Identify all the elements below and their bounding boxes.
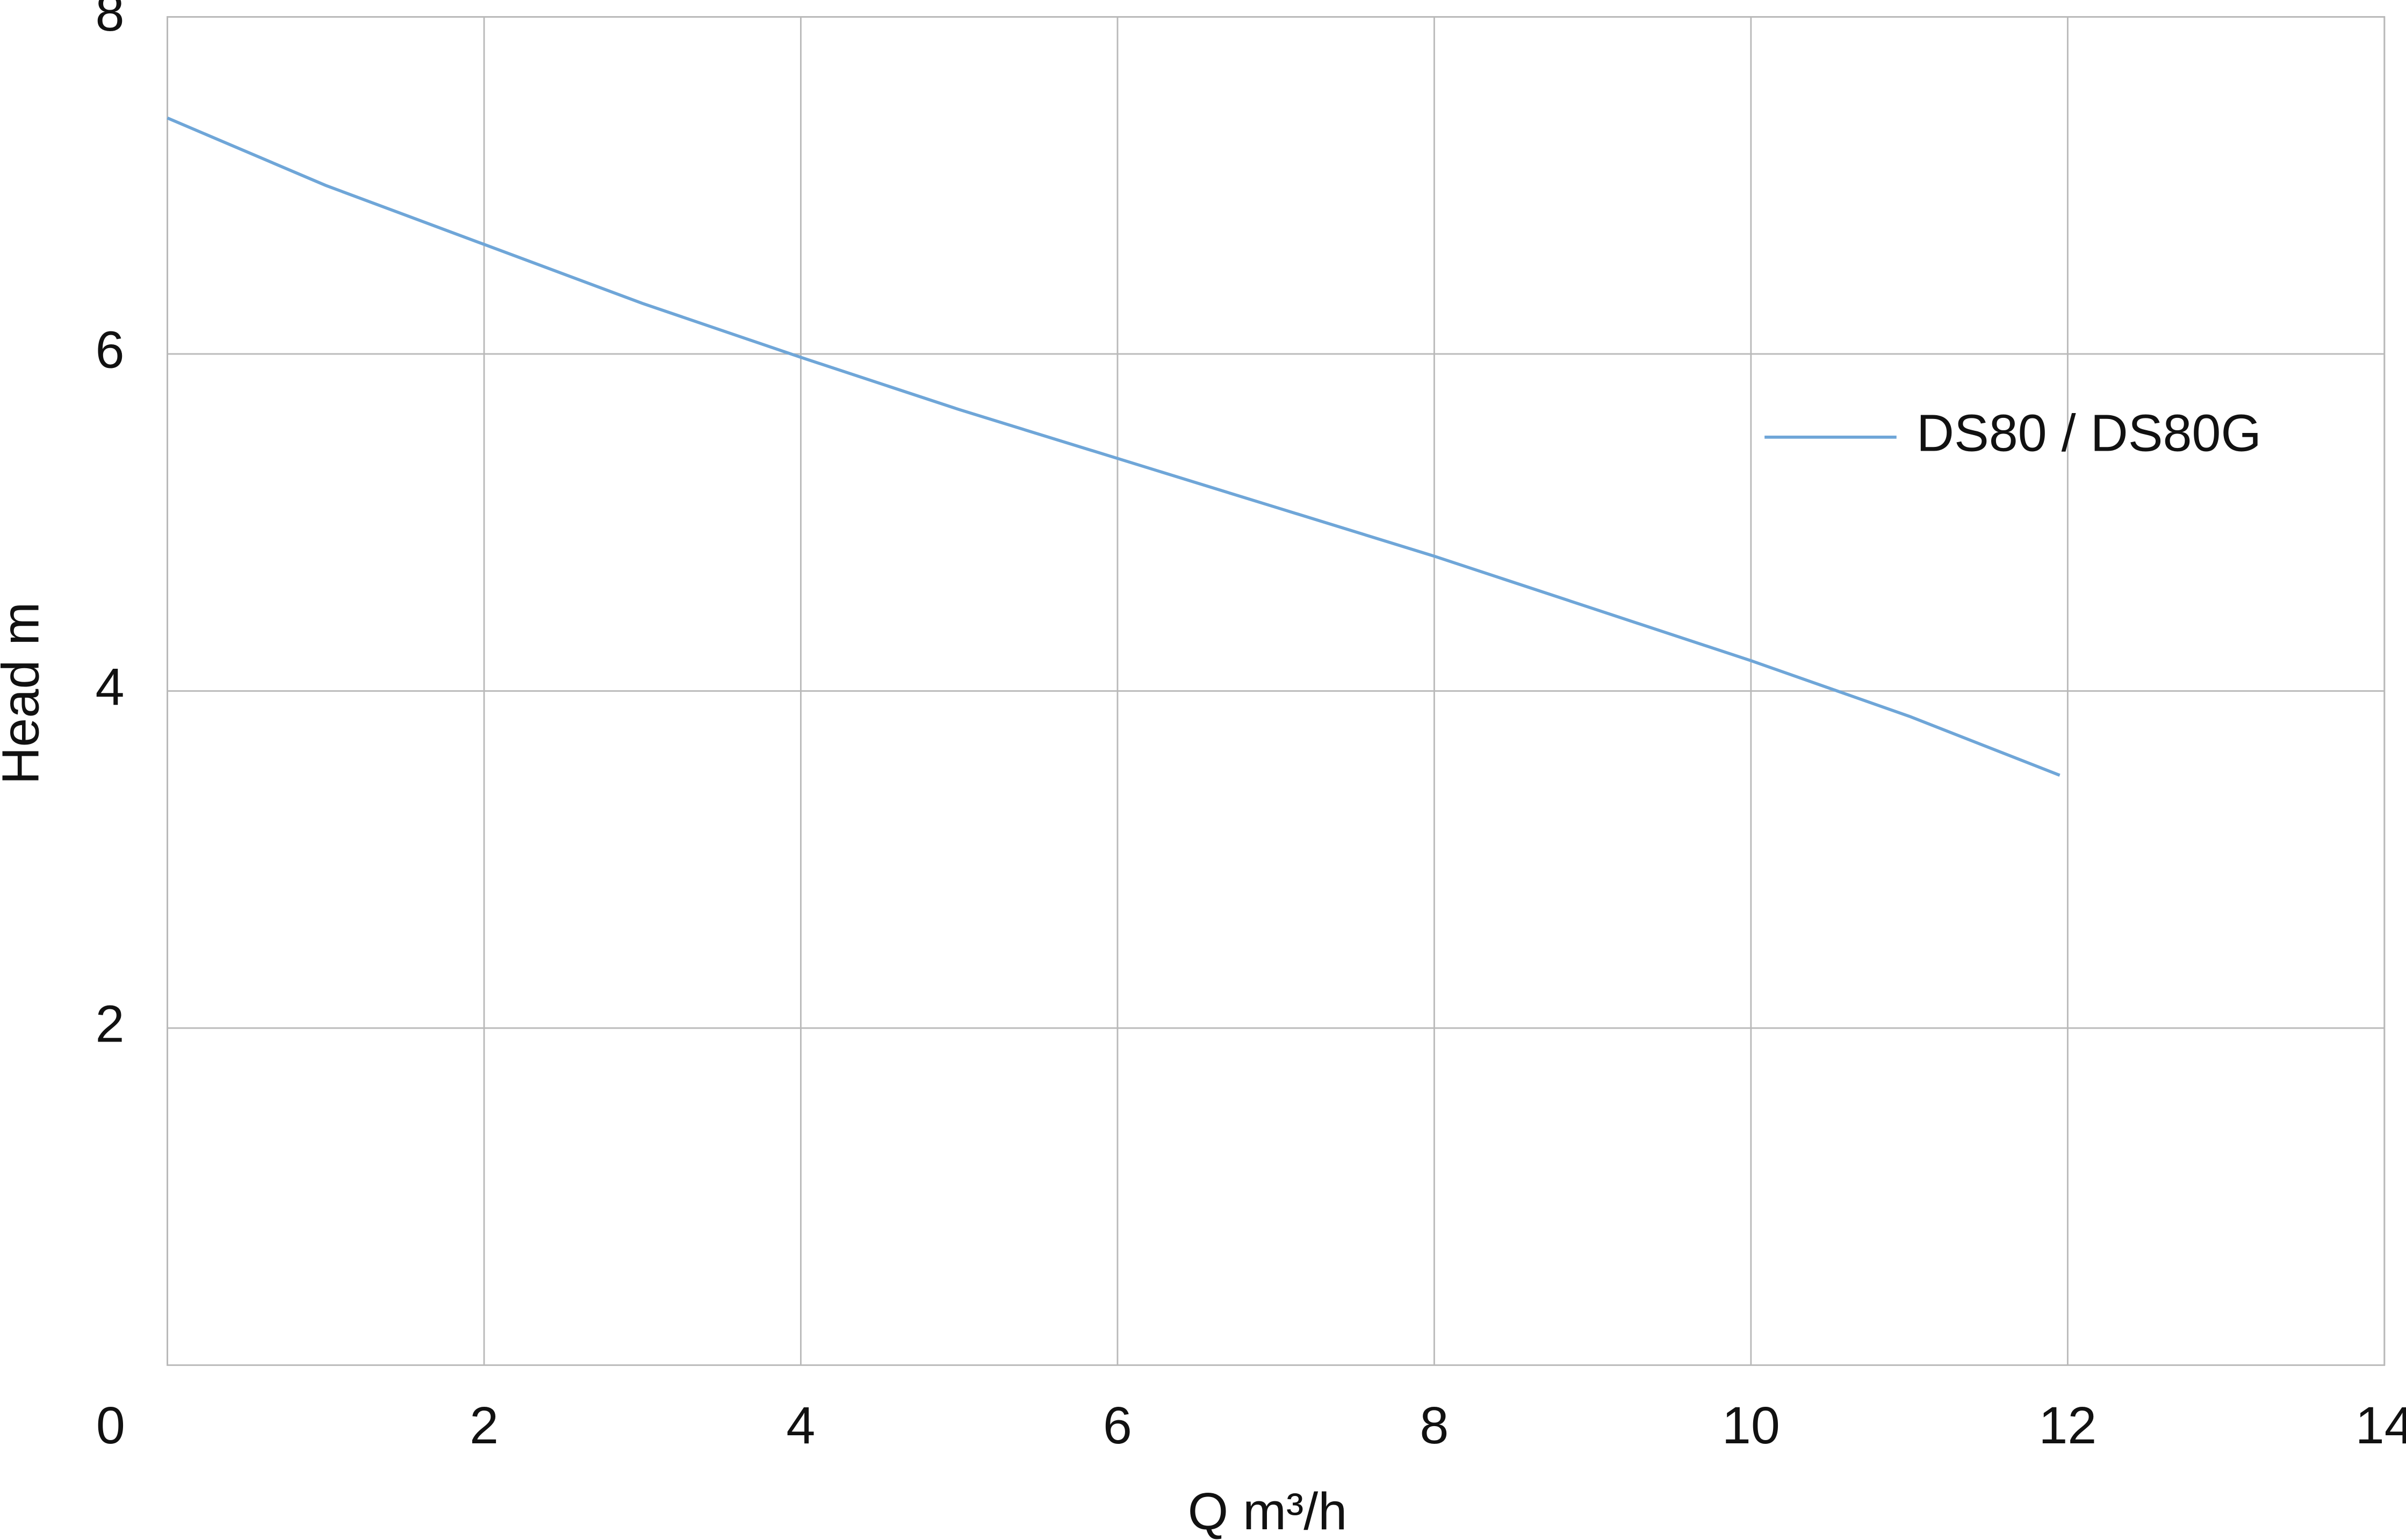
x-tick-label: 12 (2038, 1396, 2097, 1455)
y-axis-label: Head m (0, 602, 50, 785)
x-tick-label: 6 (1103, 1396, 1132, 1455)
y-tick-label: 4 (96, 657, 125, 716)
series-line (167, 117, 2061, 777)
x-tick-label: 2 (470, 1396, 499, 1455)
x-axis-label: Q m³/h (1188, 1482, 1348, 1540)
y-tick-label: 6 (96, 321, 125, 379)
x-tick-label: 14 (2355, 1396, 2406, 1455)
x-tick-label: 10 (1722, 1396, 1780, 1455)
x-tick-label: 8 (1420, 1396, 1449, 1455)
legend-label: DS80 / DS80G (1917, 403, 2261, 462)
y-tick-label: 2 (96, 995, 125, 1053)
x-tick-label: 4 (786, 1396, 815, 1455)
x-tick-label: 0 (96, 1396, 125, 1455)
y-tick-label: 8 (96, 0, 125, 42)
